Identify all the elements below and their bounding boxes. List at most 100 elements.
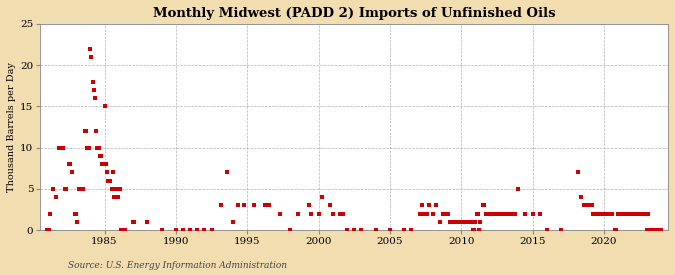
Point: [488, 211, 499, 216]
Point: [578, 203, 589, 208]
Point: [643, 211, 653, 216]
Point: [119, 228, 130, 232]
Point: [118, 228, 129, 232]
Point: [304, 203, 315, 208]
Point: [602, 211, 613, 216]
Point: [599, 211, 610, 216]
Point: [464, 220, 475, 224]
Point: [613, 211, 624, 216]
Point: [610, 228, 621, 232]
Point: [618, 211, 628, 216]
Point: [630, 211, 641, 216]
Point: [585, 203, 596, 208]
Point: [421, 211, 432, 216]
Point: [506, 211, 516, 216]
Point: [474, 228, 485, 232]
Point: [604, 211, 615, 216]
Point: [634, 211, 645, 216]
Point: [469, 228, 480, 232]
Point: [475, 220, 485, 224]
Point: [590, 211, 601, 216]
Point: [48, 187, 59, 191]
Point: [435, 220, 446, 224]
Point: [128, 220, 138, 224]
Point: [445, 220, 456, 224]
Point: [104, 178, 115, 183]
Point: [238, 203, 249, 208]
Title: Monthly Midwest (PADD 2) Imports of Unfinished Oils: Monthly Midwest (PADD 2) Imports of Unfi…: [153, 7, 556, 20]
Point: [171, 228, 182, 232]
Point: [416, 203, 427, 208]
Point: [263, 203, 274, 208]
Point: [112, 195, 123, 199]
Point: [86, 55, 97, 59]
Point: [199, 228, 210, 232]
Point: [45, 211, 56, 216]
Point: [65, 162, 76, 166]
Point: [641, 228, 652, 232]
Point: [58, 145, 69, 150]
Point: [66, 170, 77, 175]
Point: [485, 211, 495, 216]
Point: [653, 228, 664, 232]
Point: [609, 228, 620, 232]
Point: [443, 211, 454, 216]
Point: [597, 211, 608, 216]
Point: [275, 211, 286, 216]
Point: [495, 211, 506, 216]
Point: [129, 220, 140, 224]
Point: [71, 211, 82, 216]
Point: [502, 211, 513, 216]
Point: [260, 203, 271, 208]
Point: [103, 178, 113, 183]
Point: [109, 195, 119, 199]
Point: [95, 154, 105, 158]
Point: [460, 220, 470, 224]
Point: [110, 187, 121, 191]
Point: [477, 203, 488, 208]
Point: [596, 211, 607, 216]
Point: [91, 129, 102, 133]
Y-axis label: Thousand Barrels per Day: Thousand Barrels per Day: [7, 62, 16, 192]
Point: [468, 228, 479, 232]
Point: [349, 228, 360, 232]
Point: [325, 203, 335, 208]
Point: [99, 104, 110, 109]
Point: [580, 203, 591, 208]
Point: [424, 203, 435, 208]
Point: [627, 211, 638, 216]
Point: [113, 187, 124, 191]
Point: [76, 187, 87, 191]
Point: [491, 211, 502, 216]
Point: [556, 228, 566, 232]
Point: [227, 220, 238, 224]
Point: [607, 211, 618, 216]
Point: [75, 187, 86, 191]
Point: [587, 203, 597, 208]
Point: [342, 228, 352, 232]
Point: [595, 211, 605, 216]
Point: [56, 145, 67, 150]
Point: [156, 228, 167, 232]
Point: [61, 187, 72, 191]
Point: [116, 228, 127, 232]
Point: [105, 178, 116, 183]
Point: [106, 187, 117, 191]
Point: [583, 203, 594, 208]
Point: [463, 220, 474, 224]
Point: [472, 211, 483, 216]
Point: [639, 211, 649, 216]
Point: [96, 154, 107, 158]
Point: [82, 145, 92, 150]
Point: [527, 211, 538, 216]
Point: [53, 145, 64, 150]
Point: [335, 211, 346, 216]
Point: [90, 96, 101, 100]
Point: [509, 211, 520, 216]
Point: [452, 220, 463, 224]
Point: [584, 203, 595, 208]
Point: [80, 129, 91, 133]
Point: [620, 211, 630, 216]
Point: [185, 228, 196, 232]
Point: [92, 145, 103, 150]
